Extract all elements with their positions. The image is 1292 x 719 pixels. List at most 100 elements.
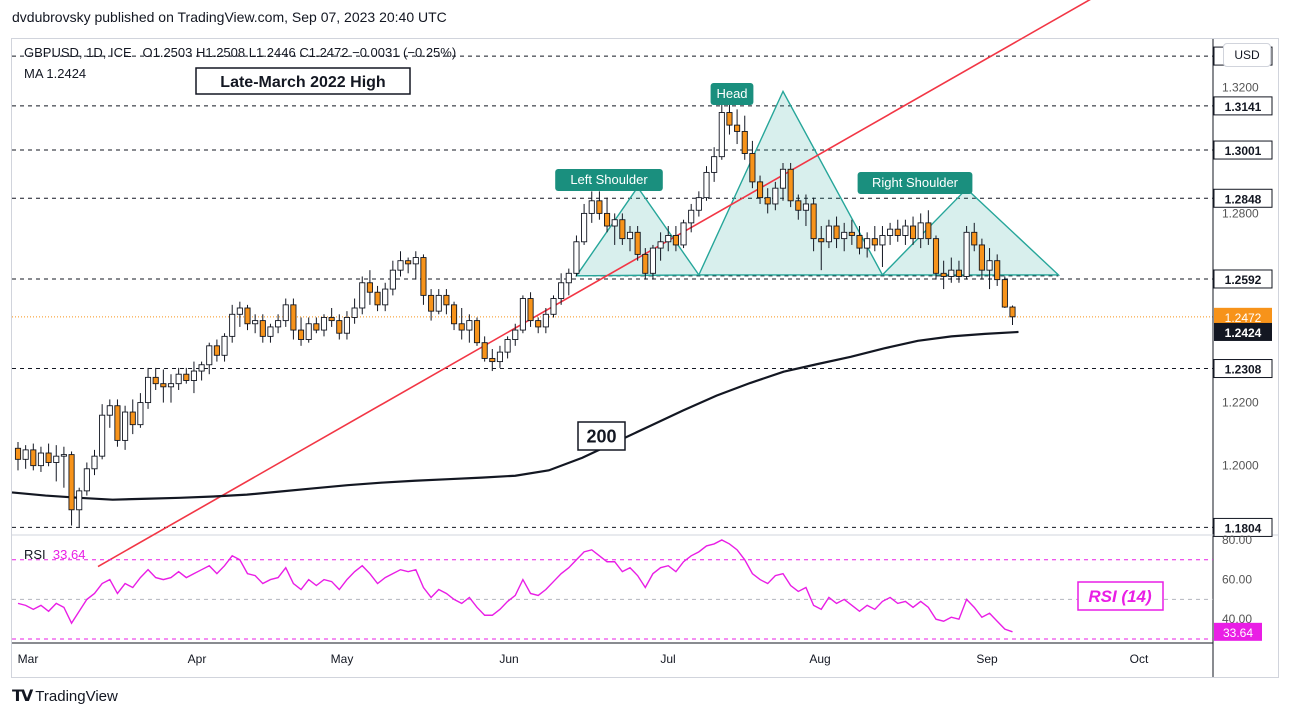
level-tag-box — [1213, 188, 1273, 208]
price-tick-label: 1.2800 — [1222, 206, 1259, 220]
level-tag-box — [1213, 517, 1273, 537]
candle-down — [213, 345, 220, 356]
candle-down — [856, 235, 863, 249]
candle-up — [99, 414, 106, 457]
candle-down — [45, 452, 52, 463]
candle-down — [336, 320, 343, 334]
time-tick-label: Sep — [976, 652, 998, 666]
candle-down — [1001, 279, 1008, 308]
candle-down — [619, 219, 626, 240]
candle-down — [764, 197, 771, 205]
candle-up — [779, 168, 787, 189]
ma200-line — [11, 330, 1019, 501]
candle-up — [519, 298, 526, 331]
trendline-layer — [97, 0, 1091, 568]
rsi-layer — [12, 539, 1213, 640]
ma200-layer — [11, 330, 1019, 501]
candle-up — [351, 307, 358, 318]
candle-down — [978, 244, 985, 271]
candle-up — [137, 402, 144, 426]
candle-up — [626, 231, 634, 240]
ma-legend: MA 1.2424 — [24, 66, 87, 81]
candle-up — [558, 282, 565, 299]
time-tick-label: Apr — [188, 652, 207, 666]
candle-down — [420, 257, 427, 296]
level-tag-box — [1213, 140, 1273, 160]
rsi-tick-label: 40.00 — [1222, 612, 1252, 626]
candle-down — [14, 447, 22, 460]
candle-up — [412, 257, 419, 265]
late-march-high-annotation-box — [195, 67, 411, 95]
candle-down — [129, 411, 136, 426]
candle-down — [726, 112, 733, 126]
candle-up — [435, 294, 442, 312]
price-tick-label: 1.3200 — [1222, 80, 1259, 94]
candle-down — [818, 238, 825, 243]
candle-up — [711, 156, 718, 173]
candle-up — [496, 351, 504, 363]
candle-up — [76, 490, 83, 511]
ma200-annotation-box — [577, 421, 626, 451]
left-shoulder-tag — [555, 169, 663, 191]
candle-up — [581, 212, 588, 243]
candle-up — [695, 197, 702, 211]
candle-up — [550, 298, 557, 315]
candle-down — [328, 317, 335, 322]
candle-up — [37, 452, 44, 467]
candle-up — [305, 323, 312, 340]
time-axis: Mar Apr May Jun Jul Aug Sep Oct — [18, 652, 1149, 666]
time-tick-label: Jun — [499, 652, 518, 666]
tradingview-brand[interactable]: 𝗧𝗩 TradingView — [12, 686, 118, 706]
candle-down — [443, 294, 450, 306]
candle-down — [451, 304, 458, 325]
currency-button[interactable]: USD — [1223, 43, 1271, 67]
brand-name: TradingView — [35, 687, 118, 705]
candle-down — [749, 153, 756, 183]
time-tick-label: Jul — [660, 652, 675, 666]
candle-down — [971, 231, 978, 246]
candle-up — [320, 317, 328, 331]
rsi-legend: RSI 33.64 — [24, 547, 85, 562]
candle-up — [802, 203, 809, 211]
candle-up — [389, 269, 396, 290]
level-tag-box — [1213, 359, 1273, 379]
candle-down — [757, 181, 764, 199]
last-price-tag — [1214, 307, 1272, 326]
candle-up — [122, 411, 129, 441]
candle-up — [542, 313, 549, 328]
level-tag-label: 1.2848 — [1225, 192, 1262, 206]
rsi-tick-label: 80.00 — [1222, 533, 1252, 547]
candle-down — [405, 260, 412, 265]
candle-down — [994, 260, 1001, 281]
candle-down — [932, 238, 940, 274]
candle-down — [787, 168, 794, 202]
candle-up — [986, 260, 993, 271]
candle-down — [894, 228, 901, 236]
candle-down — [1009, 306, 1016, 318]
candle-down — [68, 454, 75, 511]
candle-up — [963, 231, 970, 277]
candle-down — [604, 212, 611, 227]
candle-up — [657, 241, 664, 249]
candle-down — [298, 329, 305, 340]
level-tag-label: 1.2592 — [1225, 273, 1262, 287]
level-tag-box — [1213, 269, 1273, 289]
time-tick-label: Mar — [18, 652, 39, 666]
candle-down — [458, 323, 465, 331]
candle-up — [359, 282, 366, 309]
candle-down — [30, 449, 37, 467]
candle-down — [833, 225, 840, 240]
candle-up — [772, 187, 779, 205]
candle-up — [588, 200, 595, 214]
level-tag-label: 1.2308 — [1225, 363, 1262, 377]
price-axis: 1.32991.31411.30011.28481.25921.24721.24… — [1213, 46, 1273, 641]
candle-down — [634, 231, 641, 255]
head-tag — [710, 83, 754, 105]
candle-up — [887, 228, 894, 236]
candle-up — [902, 225, 909, 236]
rsi-value-tag — [1214, 622, 1262, 641]
candle-up — [703, 171, 710, 199]
candle-up — [466, 320, 473, 331]
horizontal-levels-layer — [12, 55, 1213, 528]
